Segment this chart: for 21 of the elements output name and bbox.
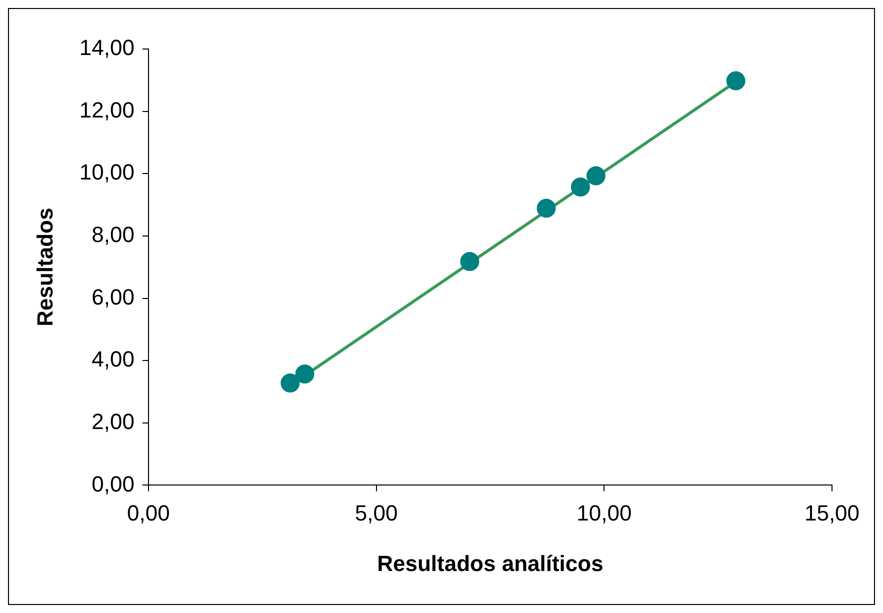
y-tick-label: 8,00	[92, 222, 134, 248]
x-tick-label: 15,00	[804, 500, 860, 526]
x-axis-title: Resultados analíticos	[377, 550, 604, 576]
point	[280, 374, 300, 393]
y-tick-label: 4,00	[92, 346, 134, 372]
y-axis-title: Resultados	[32, 208, 58, 326]
y-tick-label: 14,00	[79, 35, 134, 60]
y-tick-label: 6,00	[92, 284, 134, 310]
point	[295, 364, 314, 384]
point	[726, 71, 746, 90]
y-tick-label: 10,00	[79, 160, 134, 185]
point	[570, 178, 590, 197]
y-tick-label: 0,00	[92, 471, 134, 496]
x-tick-label: 0,00	[127, 500, 170, 526]
x-tick-label: 10,00	[576, 500, 632, 526]
y-tick-label: 2,00	[92, 408, 134, 434]
point	[536, 198, 556, 218]
y-tick-label: 12,00	[79, 97, 134, 122]
point	[586, 166, 606, 186]
point	[460, 252, 480, 271]
x-tick-label: 5,00	[354, 500, 398, 526]
